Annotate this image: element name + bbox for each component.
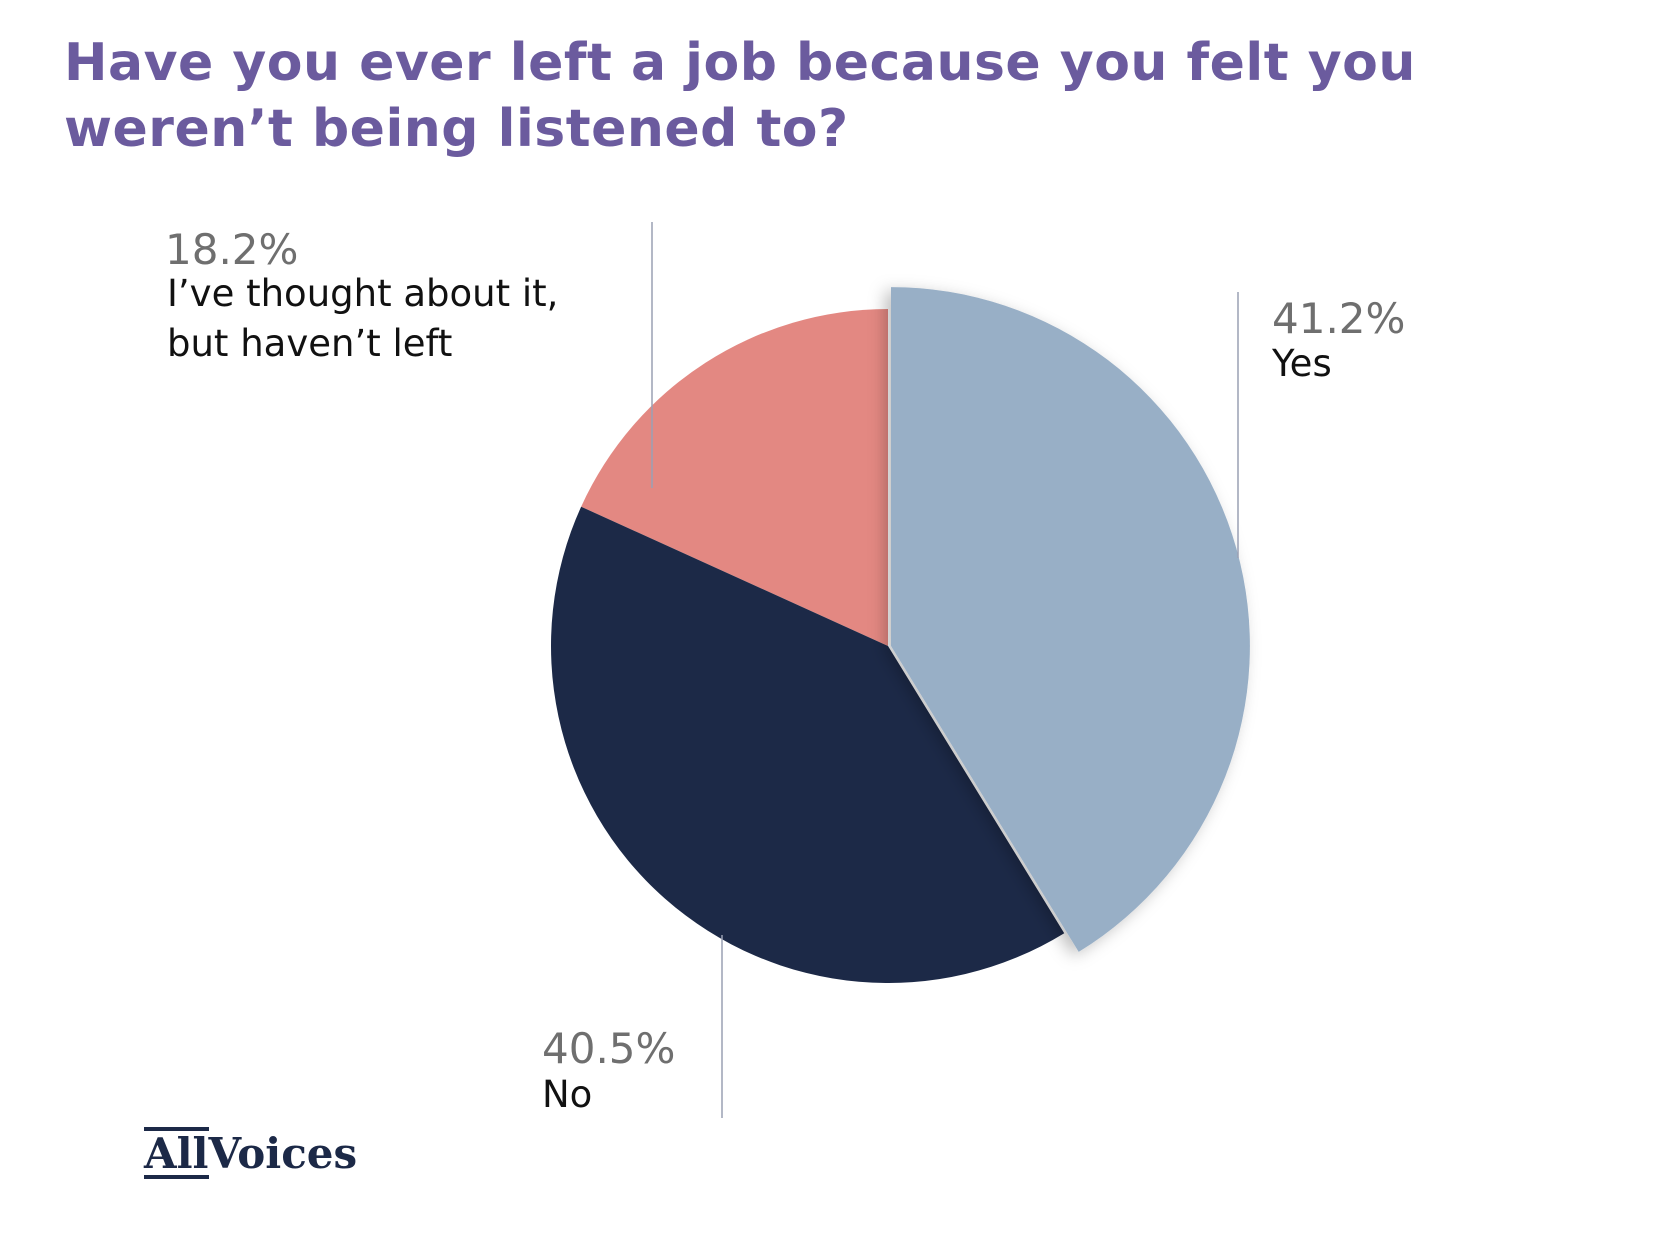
pie-slices	[551, 287, 1250, 983]
slice-label-thought-line-1: I’ve thought about it,	[167, 272, 558, 315]
logo-all: All	[144, 1127, 209, 1179]
logo-voices: Voices	[208, 1129, 358, 1178]
slice-label-yes: Yes	[1271, 342, 1332, 385]
slice-label-no: No	[542, 1073, 592, 1116]
pie-slice-thought	[581, 309, 888, 646]
slice-pct-thought: 18.2%	[165, 225, 298, 274]
chart-title: Have you ever left a job because you fel…	[64, 30, 1464, 162]
slice-pct-yes: 41.2%	[1272, 294, 1405, 343]
title-line-2: weren’t being listened to?	[64, 99, 849, 159]
pie-slice-yes	[891, 287, 1250, 952]
pie-slice-no	[551, 506, 1065, 983]
slice-label-thought-line-2: but haven’t left	[167, 322, 452, 365]
allvoices-logo: AllVoices	[144, 1127, 357, 1179]
slice-pct-no: 40.5%	[542, 1024, 675, 1073]
title-line-1: Have you ever left a job because you fel…	[64, 33, 1416, 93]
